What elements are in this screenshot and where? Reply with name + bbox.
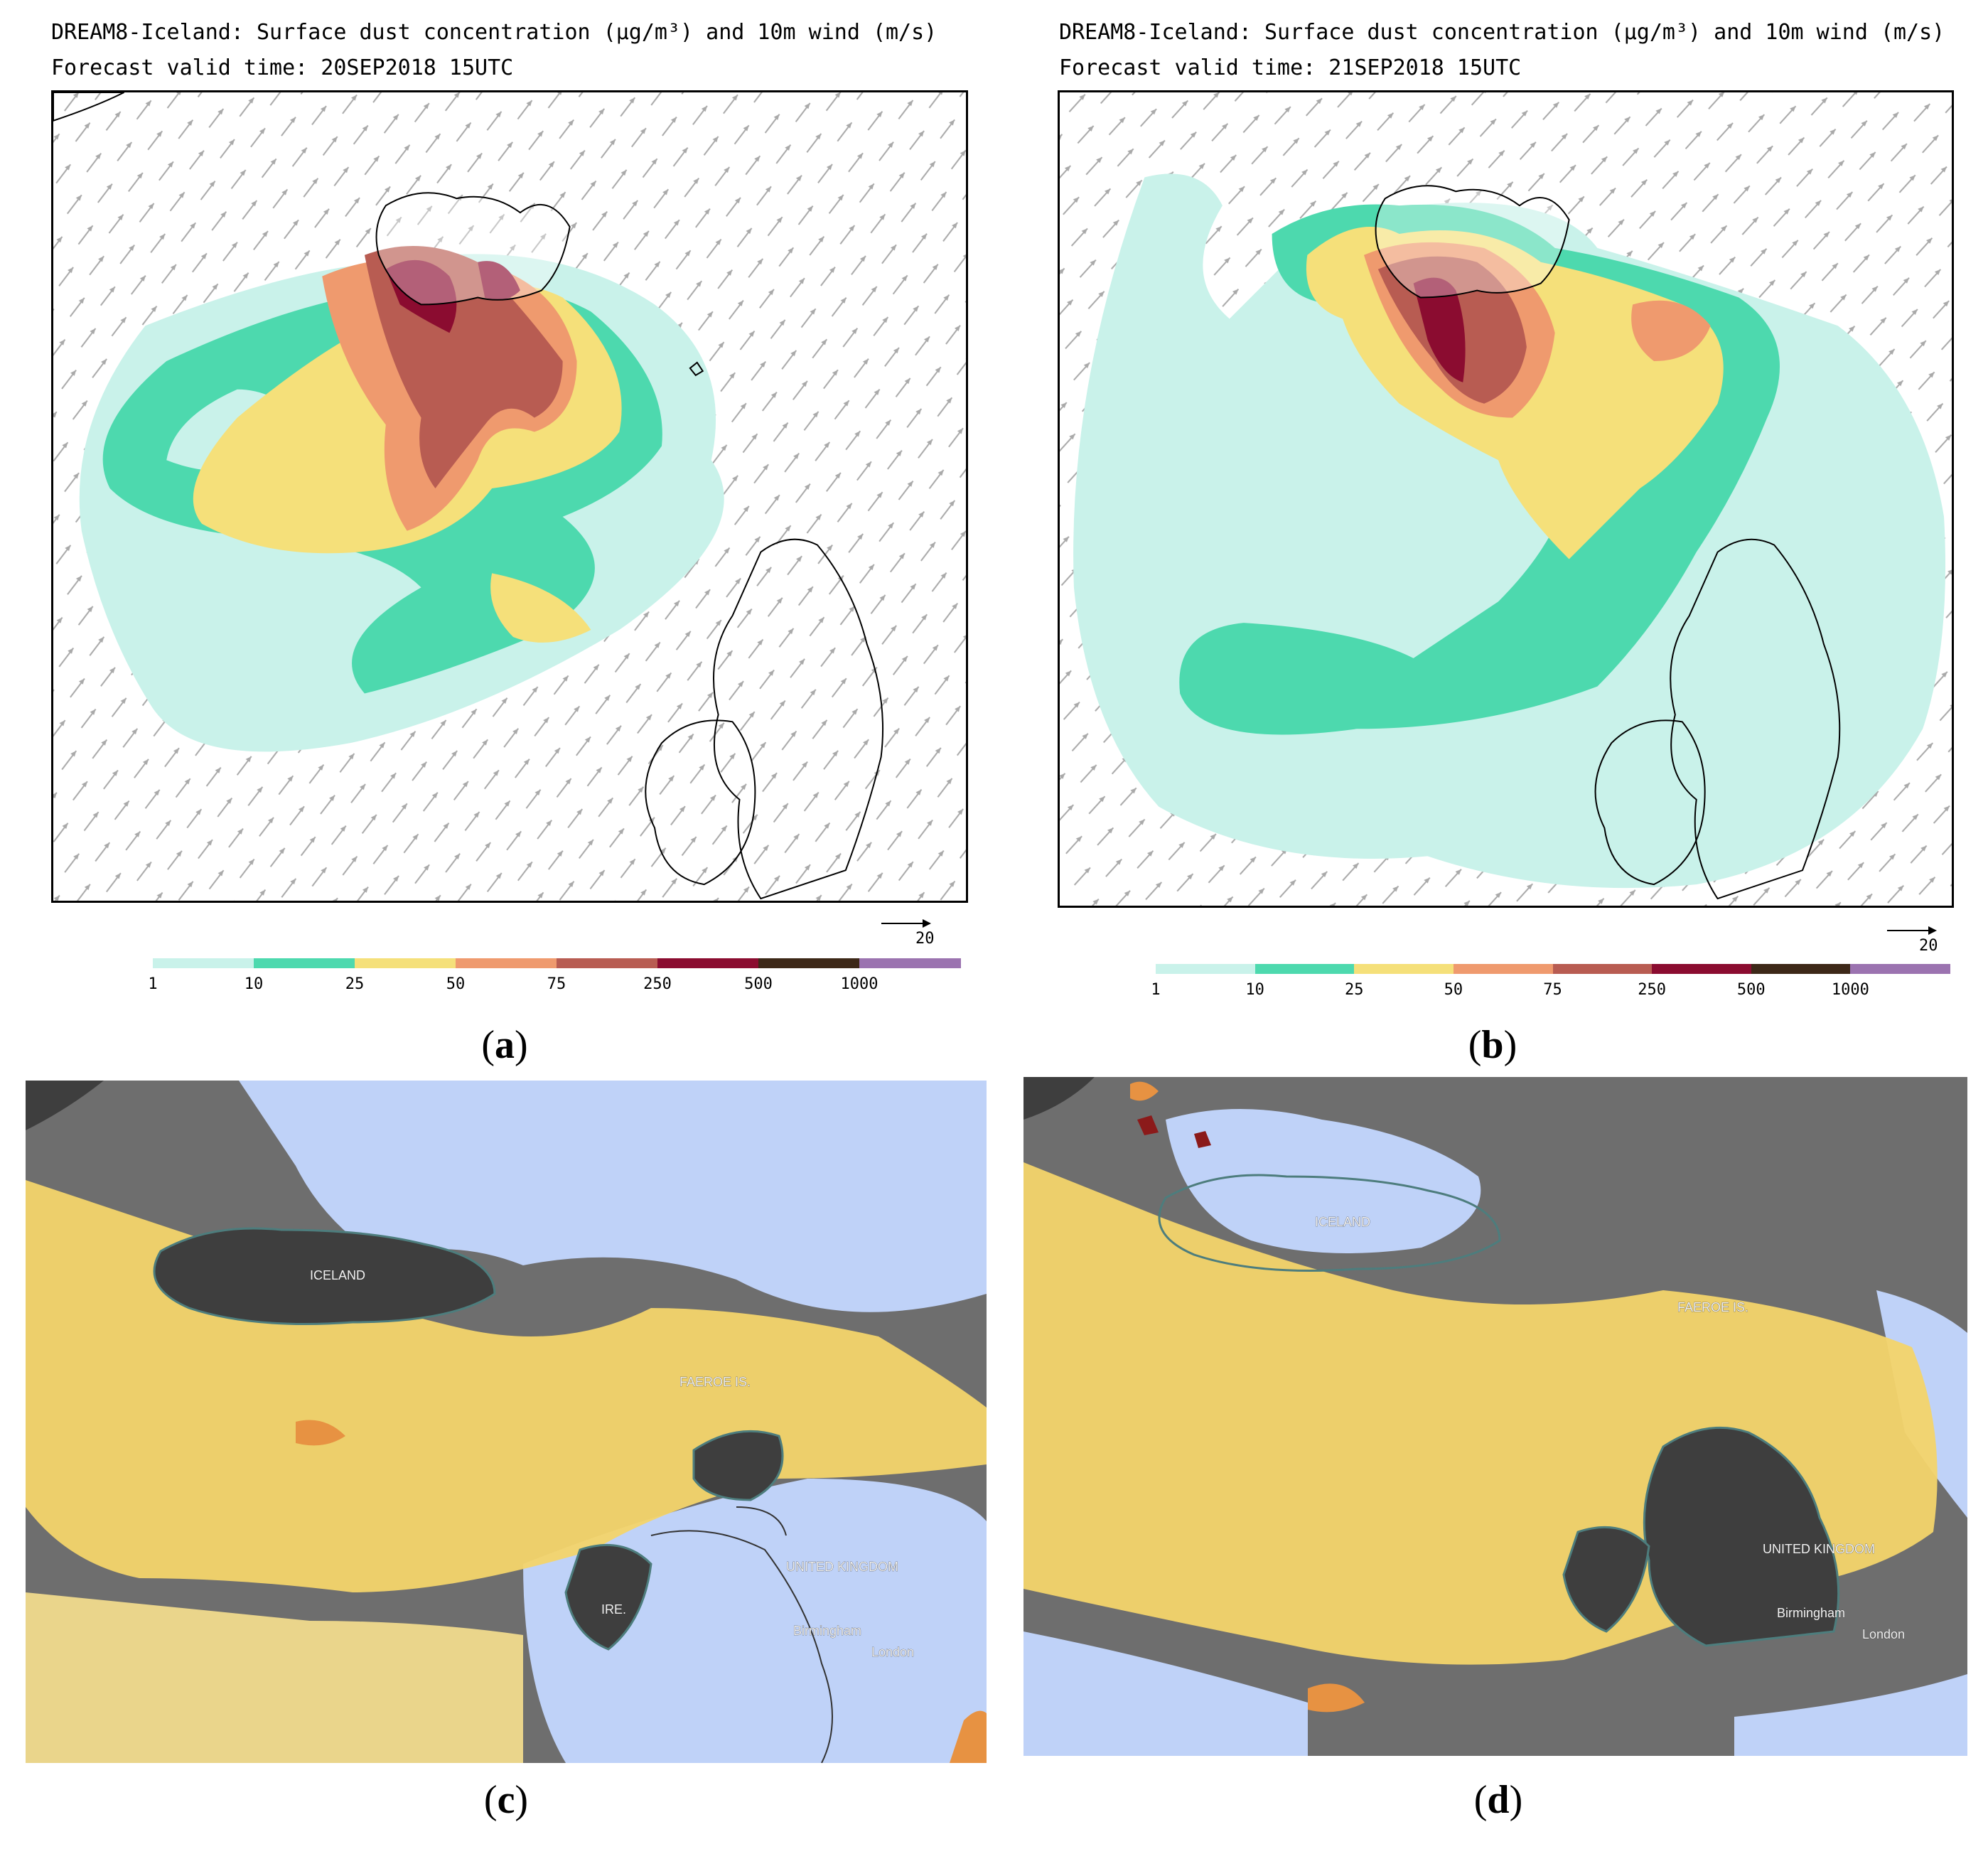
panel-b-valid-time: Forecast valid time: 21SEP2018 15UTC (1059, 55, 1522, 80)
colorbar-tick-a: 250 (643, 975, 672, 993)
colorbar-tick-b: 75 (1543, 981, 1562, 999)
colorbar-b: 1 10 25 50 75 250 500 1000 (1151, 964, 1950, 999)
colorbar-segment-a (657, 958, 759, 968)
colorbar-segment-a (758, 958, 860, 968)
colorbar-tick-b: 50 (1444, 981, 1463, 999)
label-london-d: London (1862, 1627, 1905, 1641)
panel-a-valid-time: Forecast valid time: 20SEP2018 15UTC (51, 55, 514, 80)
panel-c-svg: ICELAND FAEROE IS. UNITED KINGDOM IRE. B… (26, 1081, 987, 1763)
colorbar-tick-a: 1000 (840, 975, 879, 993)
greenland-c (26, 1081, 104, 1130)
panel-c-satellite: ICELAND FAEROE IS. UNITED KINGDOM IRE. B… (26, 1081, 987, 1763)
panel-b-title: DREAM8-Iceland: Surface dust concentrati… (1059, 20, 1945, 45)
coastline-iceland-a (375, 192, 571, 306)
colorbar-tick-b: 10 (1245, 981, 1264, 999)
caption-d: (d) (1473, 1778, 1523, 1822)
greenland-d (1023, 1077, 1095, 1120)
colorbar-segment-b (1453, 964, 1554, 974)
colorbar-segment-a (355, 958, 456, 968)
label-uk-d: UNITED KINGDOM (1763, 1542, 1875, 1556)
wind-ref-arrowhead-a (923, 919, 931, 928)
colorbar-a: 1 10 25 50 75 250 500 1000 (148, 958, 961, 993)
colorbar-tick-b: 1000 (1831, 981, 1869, 999)
coastline-scotland-a (713, 538, 884, 900)
wind-ref-arrowhead-b (1928, 926, 1937, 935)
colorbar-tick-b: 1 (1151, 981, 1161, 999)
colorbar-segment-a (456, 958, 557, 968)
label-ire-c: IRE. (601, 1602, 626, 1617)
wind-ref-arrow-a (881, 923, 924, 924)
label-london-c: London (871, 1645, 914, 1659)
iceland-outline-d (1158, 1174, 1501, 1272)
wind-ref-label-b: 20 (1919, 937, 1938, 955)
caption-b: (b) (1468, 1023, 1517, 1067)
colorbar-tick-a: 25 (345, 975, 365, 993)
colorbar-segment-b (1354, 964, 1454, 974)
colorbar-segment-b (1751, 964, 1852, 974)
colorbar-segment-b (1652, 964, 1752, 974)
iceland-landmass-c (153, 1227, 496, 1325)
ireland-d (1562, 1526, 1650, 1633)
colorbar-segment-a (557, 958, 658, 968)
colorbar-segment-a (859, 958, 961, 968)
coastline-ireland-b (1594, 719, 1706, 886)
colorbar-tick-b: 25 (1345, 981, 1364, 999)
label-faroe-d: FAEROE IS. (1677, 1300, 1748, 1314)
coastline-scotland-b (1670, 538, 1841, 900)
colorbar-segment-a (153, 958, 254, 968)
colorbar-segment-b (1552, 964, 1653, 974)
label-faroe-c: FAEROE IS. (679, 1375, 751, 1389)
ireland-c (564, 1543, 652, 1651)
colorbar-tick-a: 75 (547, 975, 566, 993)
colorbar-tick-a: 50 (446, 975, 466, 993)
panel-a-map-svg (53, 92, 966, 901)
uk-coastline-c (650, 1506, 833, 1763)
colorbar-tick-b: 500 (1736, 981, 1766, 999)
label-iceland-d: ICELAND (1315, 1215, 1370, 1229)
colorbar-tick-a: 10 (244, 975, 264, 993)
clear-sky-d-iceland (1166, 1109, 1481, 1253)
wind-ref-arrow-b (1887, 930, 1930, 931)
label-birmingham-d: Birmingham (1777, 1606, 1845, 1620)
coastline-greenland-a (53, 92, 124, 122)
colorbar-segment-a (254, 958, 355, 968)
clear-sky-c-north (239, 1081, 987, 1312)
dust-plume-b-6 (1413, 277, 1466, 382)
label-uk-c: UNITED KINGDOM (786, 1560, 898, 1574)
coastline-faroe-a (689, 361, 704, 377)
panel-a-title: DREAM8-Iceland: Surface dust concentrati… (51, 20, 937, 45)
wind-ref-label-a: 20 (915, 930, 935, 948)
colorbar-segment-b (1850, 964, 1950, 974)
panel-d-svg: ICELAND FAEROE IS. UNITED KINGDOM Birmin… (1023, 1077, 1967, 1756)
colorbar-tick-a: 500 (744, 975, 773, 993)
coastline-ireland-a (645, 719, 756, 886)
caption-c: (c) (483, 1778, 529, 1822)
panel-d-satellite: ICELAND FAEROE IS. UNITED KINGDOM Birmin… (1023, 1077, 1967, 1756)
colorbar-segment-b (1254, 964, 1355, 974)
dust-hotspot-red-d (1137, 1115, 1211, 1148)
caption-a: (a) (481, 1023, 528, 1067)
colorbar-segment-b (1156, 964, 1256, 974)
coastline-iceland-b (1375, 185, 1570, 299)
colorbar-tick-a: 1 (148, 975, 158, 993)
label-iceland-c: ICELAND (310, 1268, 365, 1282)
dust-south-c (26, 1592, 523, 1763)
panel-b-map-svg (1060, 92, 1952, 906)
panel-b-map (1058, 90, 1954, 908)
scotland-c (692, 1430, 784, 1501)
colorbar-tick-b: 250 (1638, 981, 1666, 999)
dust-plume-a-6 (385, 259, 520, 333)
label-birmingham-c: Birmingham (793, 1624, 861, 1638)
clear-sky-c-south (523, 1479, 987, 1763)
clear-sky-d-other (1023, 1290, 1967, 1756)
panel-a-map (51, 90, 968, 903)
